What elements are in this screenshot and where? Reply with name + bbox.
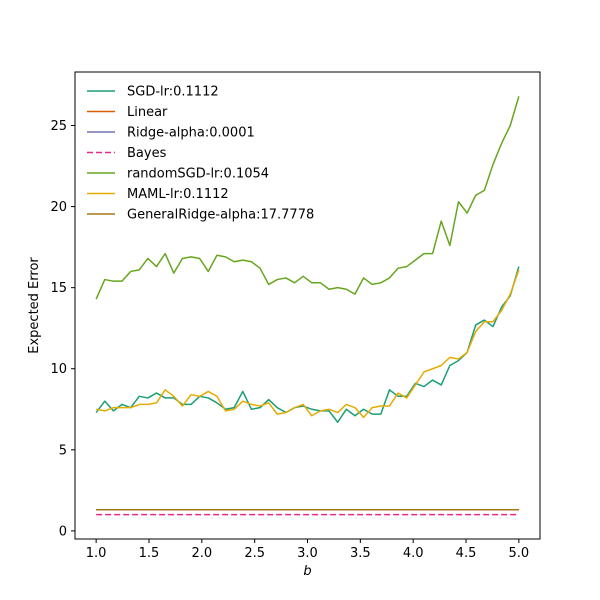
y-tick-label: 5	[59, 443, 67, 458]
x-tick-label: 3.0	[297, 546, 318, 561]
y-axis: 0 5 10 15 20 25	[50, 119, 75, 539]
x-tick-label: 3.5	[350, 546, 371, 561]
y-axis-label: Expected Error	[27, 257, 42, 354]
series-line-5	[96, 269, 520, 419]
legend: SGD-lr:0.1112 Linear Ridge-alpha:0.0001 Bay…	[87, 85, 314, 223]
x-axis: 1.0 1.5 2.0 2.5 3.0 3.5 4.0 4.5 5.0	[86, 539, 529, 561]
legend-label: Ridge-alpha:0.0001	[127, 126, 255, 141]
series-layer	[95, 96, 520, 516]
legend-label: Linear	[127, 105, 168, 120]
x-tick-label: 5.0	[509, 546, 530, 561]
legend-label: MAML-lr:0.1112	[127, 187, 229, 202]
x-axis-label: b	[303, 564, 311, 579]
series-line-0	[95, 266, 520, 423]
legend-label: Bayes	[127, 146, 167, 161]
x-tick-label: 2.5	[244, 546, 265, 561]
x-tick-label: 1.0	[86, 546, 107, 561]
y-tick-label: 10	[50, 362, 67, 377]
y-tick-label: 25	[50, 119, 67, 134]
y-tick-label: 20	[50, 200, 67, 215]
legend-label: SGD-lr:0.1112	[127, 85, 219, 100]
legend-label: randomSGD-lr:0.1054	[127, 167, 269, 182]
y-tick-label: 0	[59, 524, 67, 539]
x-tick-label: 4.0	[403, 546, 424, 561]
x-tick-label: 4.5	[456, 546, 477, 561]
x-tick-label: 2.0	[191, 546, 212, 561]
legend-label: GeneralRidge-alpha:17.7778	[127, 208, 314, 223]
x-tick-label: 1.5	[139, 546, 160, 561]
series-line-4	[95, 96, 520, 300]
y-tick-label: 15	[50, 281, 67, 296]
